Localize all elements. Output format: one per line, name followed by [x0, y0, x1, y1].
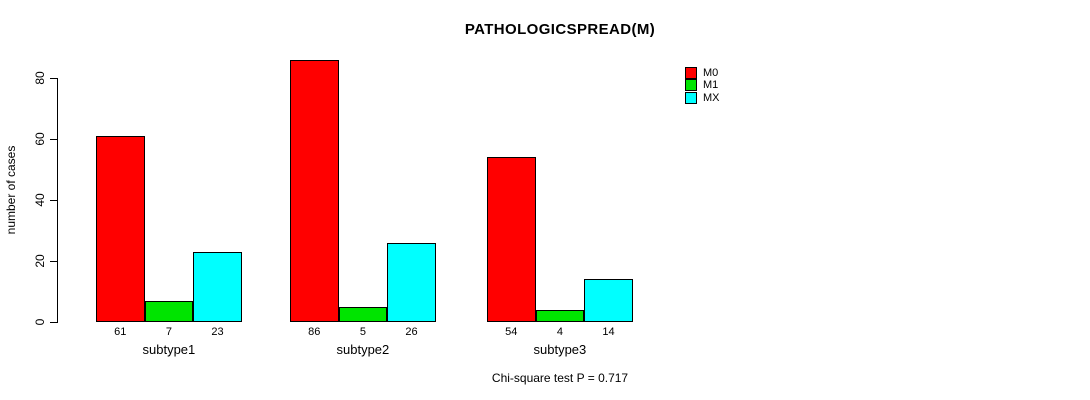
legend-item-MX: MX	[685, 91, 720, 104]
y-axis-line	[57, 78, 58, 323]
bar-M0-subtype2	[290, 59, 339, 322]
chi-square-annotation: Chi-square test P = 0.717	[491, 371, 629, 385]
bar-MX-subtype1	[193, 251, 242, 322]
y-tick	[50, 139, 57, 140]
y-tick-label: 20	[33, 254, 47, 268]
category-label-subtype2: subtype2	[336, 342, 390, 357]
y-tick	[50, 322, 57, 323]
bar-value-label: 7	[165, 326, 172, 338]
bar-value-label: 23	[211, 326, 224, 338]
bar-MX-subtype3	[584, 279, 633, 322]
legend-swatch-icon	[685, 67, 697, 79]
y-tick	[50, 261, 57, 262]
bar-M0-subtype1	[96, 135, 145, 322]
bar-value-label: 5	[359, 326, 366, 338]
legend-label: M1	[703, 79, 719, 92]
legend-swatch-icon	[685, 91, 697, 104]
y-tick-label: 60	[33, 132, 47, 146]
y-tick-label: 0	[33, 318, 47, 326]
bar-M1-subtype3	[535, 309, 585, 322]
bar-value-label: 14	[602, 326, 615, 338]
bar-value-label: 4	[556, 326, 563, 338]
bar-M0-subtype3	[487, 157, 536, 322]
legend-label: M0	[703, 67, 719, 79]
bar-M1-subtype1	[144, 300, 194, 322]
y-tick-label: 80	[33, 71, 47, 85]
bar-value-label: 86	[308, 326, 321, 338]
bar-value-label: 54	[505, 326, 518, 338]
y-tick	[50, 78, 57, 79]
chart-title: PATHOLOGICSPREAD(M)	[464, 21, 656, 38]
legend-item-M0: M0	[685, 67, 718, 79]
bar-value-label: 26	[405, 326, 418, 338]
category-label-subtype1: subtype1	[142, 342, 196, 357]
legend-item-M1: M1	[685, 79, 719, 92]
y-tick-label: 40	[33, 193, 47, 207]
y-tick	[50, 200, 57, 201]
y-axis-title: number of cases	[4, 145, 18, 235]
bar-value-label: 61	[114, 326, 127, 338]
category-label-subtype3: subtype3	[533, 342, 587, 357]
legend-swatch-icon	[685, 79, 697, 92]
bar-MX-subtype2	[387, 242, 436, 322]
bar-M1-subtype2	[338, 306, 388, 322]
legend-label: MX	[703, 91, 720, 104]
